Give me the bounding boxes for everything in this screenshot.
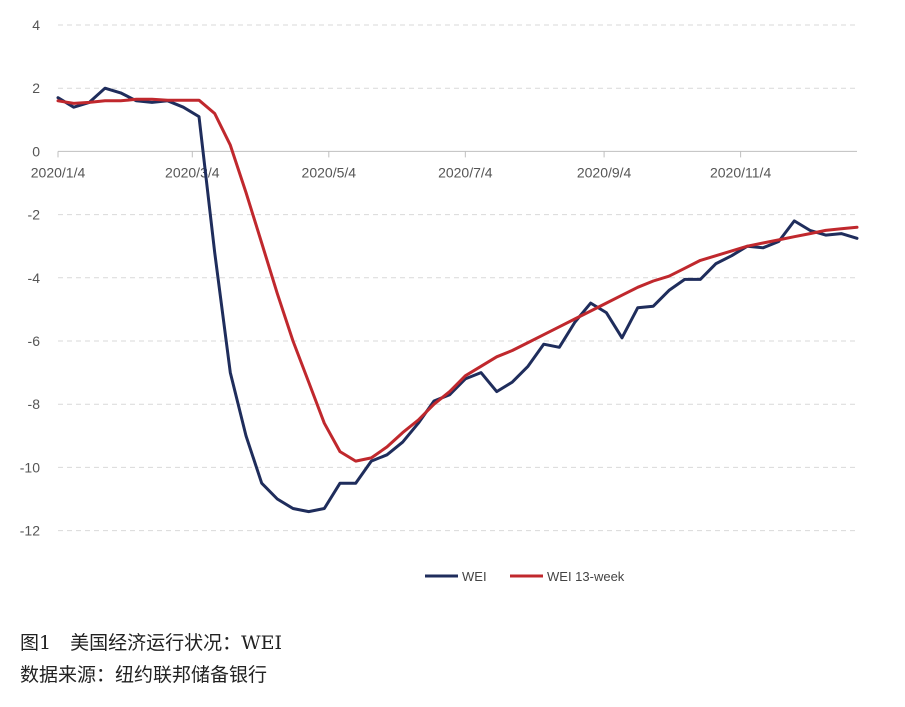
y-tick-label: -8 [28,396,41,412]
y-tick-label: -12 [20,523,40,539]
y-tick-label: 4 [32,17,40,33]
y-tick-label: -6 [28,333,41,349]
x-axis-ticks: 2020/1/4 2020/3/4 2020/5/4 2020/7/4 2020/9/4… [31,151,771,180]
x-tick-label: 2020/5/4 [302,164,357,180]
series-line-wei-13-week [56,97,859,463]
x-tick-label: 2020/3/4 [165,164,220,180]
y-tick-label: -4 [28,270,41,286]
legend: WEI WEI 13-week [425,569,625,584]
figure-caption: 图1 美国经济运行状况：WEI [20,632,282,654]
wei-line-chart: 4 2 0 -2 -4 -6 -8 -10 -12 2020/1/4 2020/3/4 2020/5… [20,17,859,584]
y-tick-label: 0 [32,143,40,159]
x-tick-label: 2020/1/4 [31,164,86,180]
y-axis-ticks: 4 2 0 -2 -4 -6 -8 -10 -12 [20,17,40,539]
y-tick-label: -10 [20,459,40,475]
legend-label: WEI 13-week [547,569,625,584]
source-note: 数据来源：纽约联邦储备银行 [20,664,268,686]
x-tick-label: 2020/7/4 [438,164,493,180]
legend-label: WEI [462,569,487,584]
series-lines [56,86,859,514]
x-tick-label: 2020/9/4 [577,164,632,180]
y-tick-label: 2 [32,80,40,96]
series-line-wei [56,86,859,514]
y-tick-label: -2 [28,207,41,223]
gridlines [58,24,857,532]
x-tick-label: 2020/11/4 [710,164,771,180]
